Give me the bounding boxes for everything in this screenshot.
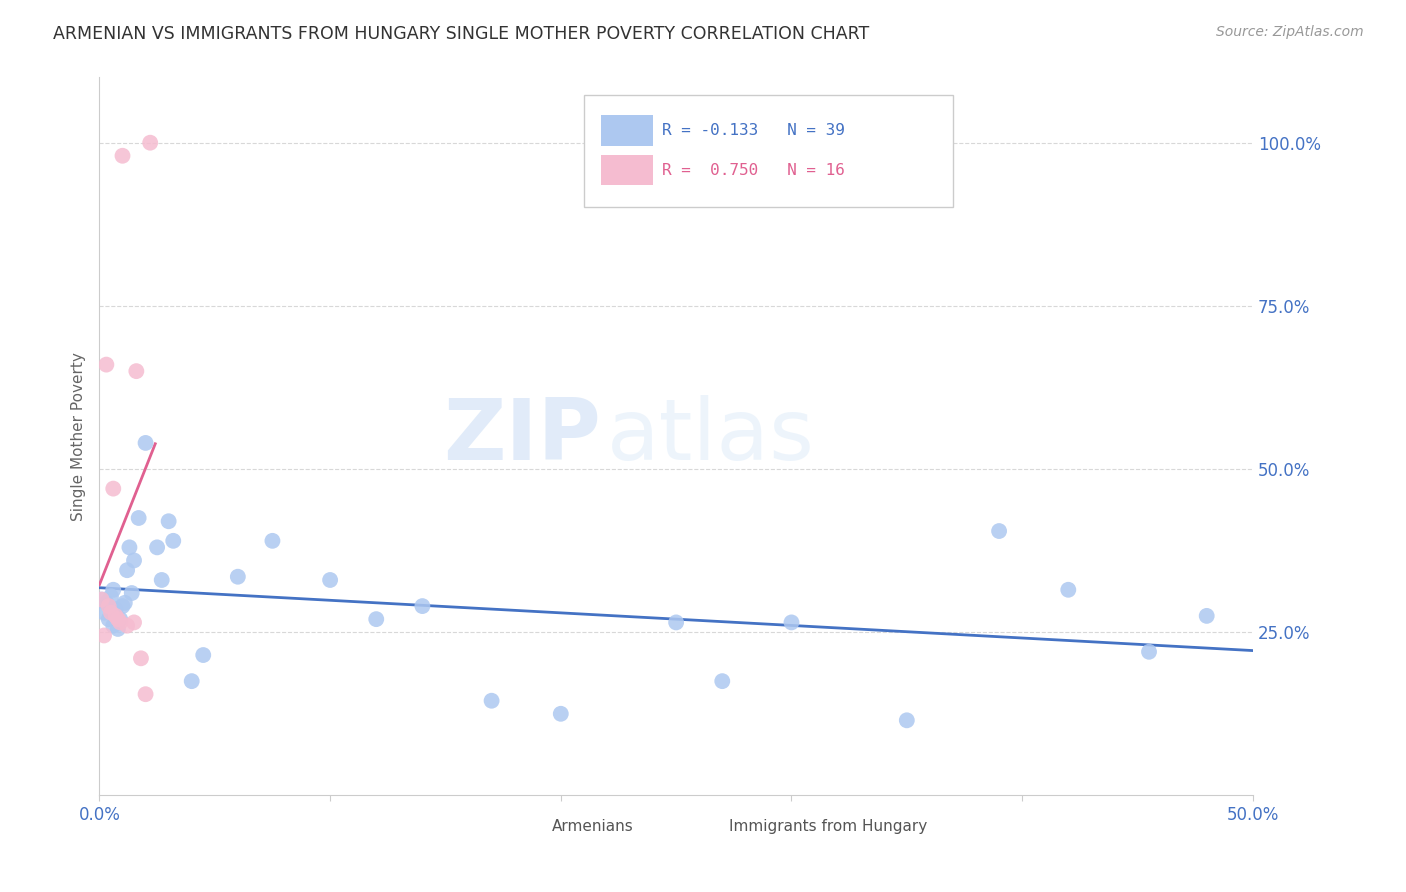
Point bbox=[150, 573, 173, 587]
Point bbox=[108, 615, 131, 630]
Bar bbox=[602, 115, 652, 145]
Point bbox=[122, 553, 145, 567]
Text: Armenians: Armenians bbox=[551, 819, 633, 834]
Text: Immigrants from Hungary: Immigrants from Hungary bbox=[730, 819, 928, 834]
Point bbox=[97, 599, 120, 613]
Text: R =  0.750   N = 16: R = 0.750 N = 16 bbox=[662, 162, 845, 178]
Point bbox=[665, 615, 688, 630]
Point bbox=[1195, 608, 1218, 623]
Text: ZIP: ZIP bbox=[443, 395, 602, 478]
Point bbox=[115, 563, 138, 577]
Point bbox=[107, 622, 129, 636]
Point bbox=[550, 706, 572, 721]
Text: ARMENIAN VS IMMIGRANTS FROM HUNGARY SINGLE MOTHER POVERTY CORRELATION CHART: ARMENIAN VS IMMIGRANTS FROM HUNGARY SING… bbox=[53, 25, 870, 43]
Point bbox=[1137, 645, 1160, 659]
Text: atlas: atlas bbox=[607, 395, 815, 478]
FancyBboxPatch shape bbox=[583, 95, 953, 207]
Point bbox=[162, 533, 184, 548]
Point bbox=[122, 615, 145, 630]
Point bbox=[118, 541, 141, 555]
Point bbox=[114, 596, 136, 610]
Point bbox=[319, 573, 342, 587]
Point bbox=[96, 596, 118, 610]
Point bbox=[111, 599, 134, 613]
Point bbox=[115, 618, 138, 632]
Point bbox=[411, 599, 433, 613]
Bar bbox=[688, 817, 723, 835]
Point bbox=[93, 606, 115, 620]
Point bbox=[103, 582, 125, 597]
Point bbox=[262, 533, 284, 548]
Point bbox=[780, 615, 803, 630]
Point bbox=[90, 592, 112, 607]
Point bbox=[366, 612, 388, 626]
Point bbox=[139, 136, 162, 150]
Point bbox=[711, 674, 734, 689]
Point bbox=[180, 674, 202, 689]
Point bbox=[97, 612, 120, 626]
Point bbox=[93, 628, 115, 642]
Point bbox=[111, 149, 134, 163]
Point bbox=[129, 651, 152, 665]
Point bbox=[100, 606, 122, 620]
Point bbox=[135, 687, 157, 701]
Point bbox=[100, 590, 122, 604]
Point bbox=[226, 570, 249, 584]
Text: R = -0.133   N = 39: R = -0.133 N = 39 bbox=[662, 123, 845, 138]
Bar bbox=[509, 817, 544, 835]
Point bbox=[125, 364, 148, 378]
Text: Source: ZipAtlas.com: Source: ZipAtlas.com bbox=[1216, 25, 1364, 39]
Point bbox=[103, 618, 125, 632]
Point bbox=[107, 612, 129, 626]
Point bbox=[108, 612, 131, 626]
Bar bbox=[602, 155, 652, 186]
Point bbox=[90, 592, 112, 607]
Point bbox=[1057, 582, 1080, 597]
Point bbox=[104, 602, 127, 616]
Point bbox=[103, 482, 125, 496]
Point bbox=[896, 714, 918, 728]
Point bbox=[96, 358, 118, 372]
Point bbox=[128, 511, 150, 525]
Point bbox=[193, 648, 215, 662]
Point bbox=[481, 694, 503, 708]
Point bbox=[988, 524, 1011, 538]
Y-axis label: Single Mother Poverty: Single Mother Poverty bbox=[72, 352, 86, 521]
Point bbox=[104, 608, 127, 623]
Point bbox=[135, 436, 157, 450]
Point bbox=[146, 541, 169, 555]
Point bbox=[157, 514, 180, 528]
Point bbox=[121, 586, 143, 600]
